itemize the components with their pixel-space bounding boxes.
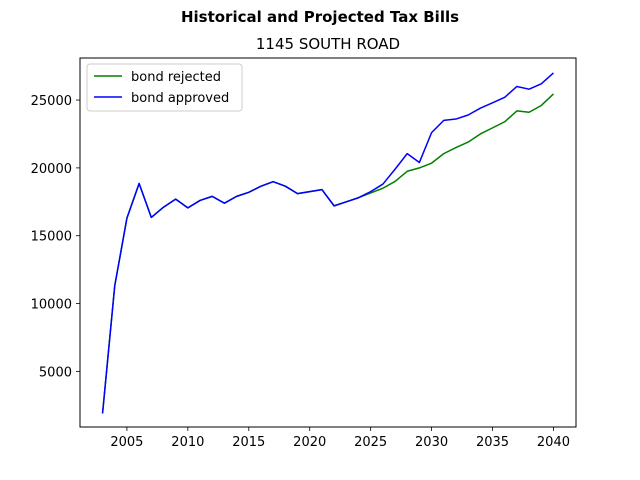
x-tick-label: 2030 xyxy=(415,435,448,450)
x-tick-label: 2010 xyxy=(171,435,204,450)
y-tick-label: 20000 xyxy=(31,162,72,177)
y-tick-label: 5000 xyxy=(39,365,72,380)
legend: bond rejected bond approved xyxy=(86,63,243,112)
legend-label-bond-rejected: bond rejected xyxy=(131,70,221,85)
x-tick-label: 2025 xyxy=(354,435,387,450)
x-tick-label: 2005 xyxy=(110,435,143,450)
x-tick-label: 2040 xyxy=(537,435,570,450)
series-lines xyxy=(101,72,554,414)
legend-box xyxy=(86,63,243,112)
chart-suptitle: Historical and Projected Tax Bills xyxy=(181,8,459,26)
y-tick-label: 25000 xyxy=(31,94,72,109)
x-tick-label: 2035 xyxy=(476,435,509,450)
series-line-bond-approved xyxy=(101,72,554,414)
x-tick-label: 2015 xyxy=(232,435,265,450)
x-tick-label: 2020 xyxy=(293,435,326,450)
legend-label-bond-approved: bond approved xyxy=(131,91,229,106)
chart-title: 1145 SOUTH ROAD xyxy=(256,35,400,53)
y-tick-label: 10000 xyxy=(31,298,72,313)
x-axis: 2005 2010 2015 2020 2025 2030 2035 2040 xyxy=(110,427,570,450)
y-tick-label: 15000 xyxy=(31,230,72,245)
plot-frame xyxy=(79,57,577,428)
y-axis: 5000 10000 15000 20000 25000 xyxy=(31,94,80,380)
